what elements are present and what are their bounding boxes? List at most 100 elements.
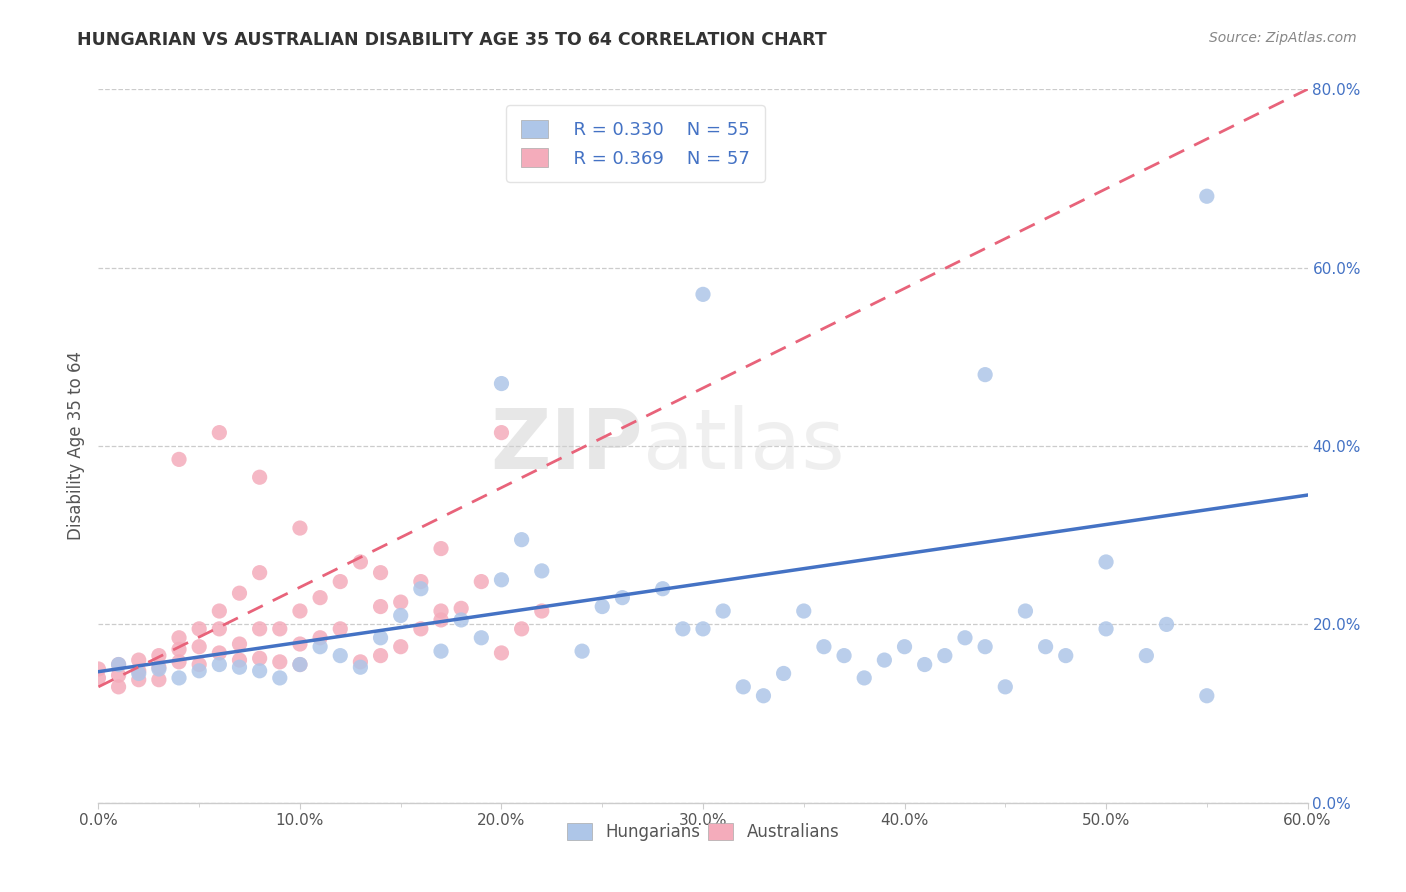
Point <box>491 425 513 440</box>
Point <box>87 671 110 685</box>
Point <box>329 622 352 636</box>
Point <box>591 599 613 614</box>
Point <box>87 662 110 676</box>
Point <box>510 533 533 547</box>
Point <box>167 631 190 645</box>
Point <box>430 644 453 658</box>
Point <box>612 591 634 605</box>
Point <box>288 521 311 535</box>
Point <box>1095 555 1118 569</box>
Point <box>228 660 250 674</box>
Point <box>1035 640 1057 654</box>
Point <box>288 657 311 672</box>
Point <box>288 604 311 618</box>
Point <box>107 680 129 694</box>
Point <box>994 680 1017 694</box>
Point <box>873 653 896 667</box>
Point <box>249 470 271 484</box>
Point <box>249 651 271 665</box>
Point <box>167 642 190 657</box>
Point <box>188 664 211 678</box>
Point <box>208 657 231 672</box>
Point <box>450 601 472 615</box>
Point <box>470 631 492 645</box>
Point <box>510 622 533 636</box>
Point <box>692 622 714 636</box>
Point <box>1195 189 1218 203</box>
Point <box>813 640 835 654</box>
Point <box>228 637 250 651</box>
Point <box>309 640 332 654</box>
Point <box>107 657 129 672</box>
Point <box>491 573 513 587</box>
Text: Source: ZipAtlas.com: Source: ZipAtlas.com <box>1209 31 1357 45</box>
Point <box>832 648 855 663</box>
Point <box>188 622 211 636</box>
Point <box>934 648 956 663</box>
Legend: Hungarians, Australians: Hungarians, Australians <box>560 816 846 848</box>
Point <box>389 608 412 623</box>
Point <box>409 622 432 636</box>
Point <box>167 655 190 669</box>
Point <box>349 660 371 674</box>
Point <box>953 631 976 645</box>
Point <box>128 664 150 678</box>
Point <box>450 613 472 627</box>
Point <box>389 640 412 654</box>
Point <box>430 613 453 627</box>
Point <box>772 666 794 681</box>
Point <box>128 653 150 667</box>
Point <box>430 604 453 618</box>
Point <box>1095 622 1118 636</box>
Point <box>672 622 695 636</box>
Point <box>389 595 412 609</box>
Point <box>167 452 190 467</box>
Point <box>228 586 250 600</box>
Point <box>793 604 815 618</box>
Point <box>370 631 392 645</box>
Point <box>370 599 392 614</box>
Point <box>309 591 332 605</box>
Point <box>167 671 190 685</box>
Point <box>128 666 150 681</box>
Point <box>148 660 170 674</box>
Point <box>692 287 714 301</box>
Text: ZIP: ZIP <box>491 406 643 486</box>
Point <box>309 631 332 645</box>
Point <box>288 637 311 651</box>
Point <box>107 657 129 672</box>
Point <box>208 646 231 660</box>
Point <box>208 622 231 636</box>
Point <box>409 582 432 596</box>
Point <box>1135 648 1157 663</box>
Point <box>148 662 170 676</box>
Point <box>1054 648 1077 663</box>
Point <box>853 671 876 685</box>
Point <box>188 657 211 672</box>
Point <box>249 622 271 636</box>
Point <box>349 555 371 569</box>
Point <box>733 680 755 694</box>
Point <box>128 673 150 687</box>
Point <box>430 541 453 556</box>
Point <box>974 640 997 654</box>
Point <box>269 671 291 685</box>
Point <box>288 657 311 672</box>
Point <box>228 653 250 667</box>
Text: atlas: atlas <box>643 406 844 486</box>
Point <box>208 425 231 440</box>
Point <box>349 655 371 669</box>
Point <box>269 655 291 669</box>
Point <box>329 574 352 589</box>
Point <box>409 574 432 589</box>
Point <box>571 644 593 658</box>
Point <box>470 574 492 589</box>
Point <box>249 566 271 580</box>
Text: HUNGARIAN VS AUSTRALIAN DISABILITY AGE 35 TO 64 CORRELATION CHART: HUNGARIAN VS AUSTRALIAN DISABILITY AGE 3… <box>77 31 827 49</box>
Point <box>148 648 170 663</box>
Point <box>148 673 170 687</box>
Point <box>370 566 392 580</box>
Point <box>530 604 553 618</box>
Point <box>711 604 734 618</box>
Point <box>208 604 231 618</box>
